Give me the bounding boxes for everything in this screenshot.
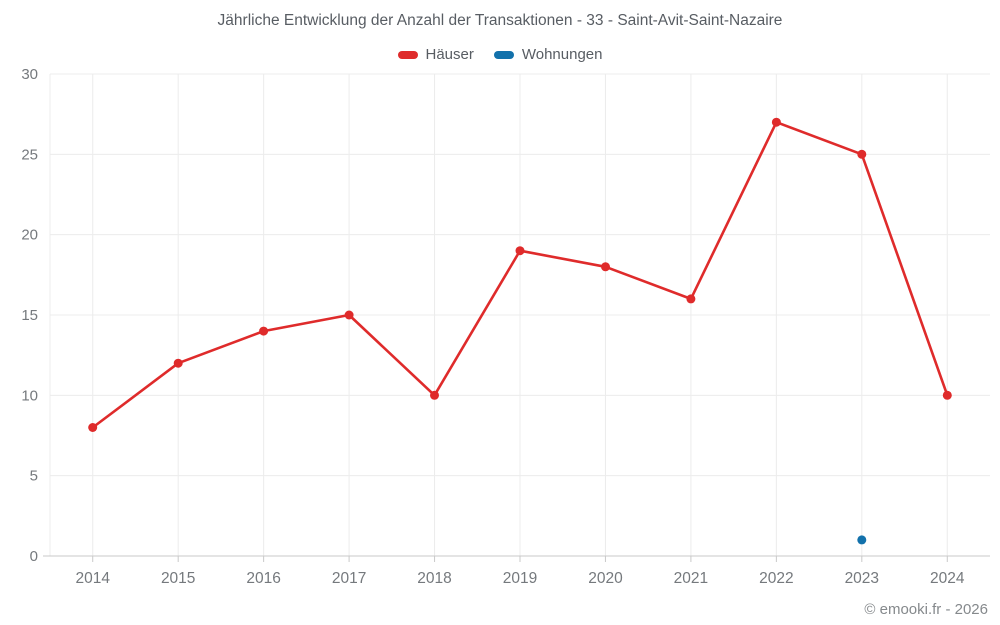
legend-label-wohnungen: Wohnungen [521,46,603,63]
legend-item-wohnungen[interactable]: Wohnungen [493,46,603,63]
x-tick-label: 2015 [161,570,195,587]
data-point-häuser [430,390,439,400]
data-point-häuser [601,262,610,272]
data-point-häuser [942,390,952,400]
y-tick-label: 25 [21,146,38,163]
hauser-swatch-icon [397,50,418,59]
data-point-häuser [686,294,696,304]
data-point-häuser [259,326,269,336]
data-point-wohnungen [857,535,867,545]
x-tick-label: 2023 [845,570,879,587]
data-point-häuser [173,358,183,368]
wohnungen-swatch-icon [493,50,514,59]
x-tick-label: 2024 [930,570,965,587]
chart-title: Jährliche Entwicklung der Anzahl der Tra… [217,12,783,29]
y-tick-label: 30 [21,66,38,83]
data-point-häuser [515,246,525,256]
x-tick-label: 2020 [588,570,623,587]
y-tick-label: 20 [21,227,38,244]
data-point-häuser [857,149,867,159]
data-point-häuser [88,423,98,432]
x-tick-label: 2017 [332,570,366,587]
x-tick-label: 2014 [75,570,110,587]
y-tick-label: 5 [30,468,38,485]
y-tick-label: 10 [21,387,38,404]
x-tick-label: 2016 [246,570,280,587]
legend-label-hauser: Häuser [425,46,474,63]
data-point-häuser [771,117,781,127]
legend-item-hauser[interactable]: Häuser [397,46,474,63]
x-tick-label: 2021 [674,570,708,587]
data-point-häuser [344,310,354,320]
y-tick-label: 0 [30,548,38,565]
x-tick-label: 2022 [759,570,793,587]
y-tick-label: 15 [21,307,38,324]
chart-legend: Häuser Wohnungen [0,46,1000,63]
watermark: © emooki.fr - 2026 [864,601,988,618]
x-tick-label: 2019 [503,570,537,587]
x-tick-label: 2018 [417,570,451,587]
